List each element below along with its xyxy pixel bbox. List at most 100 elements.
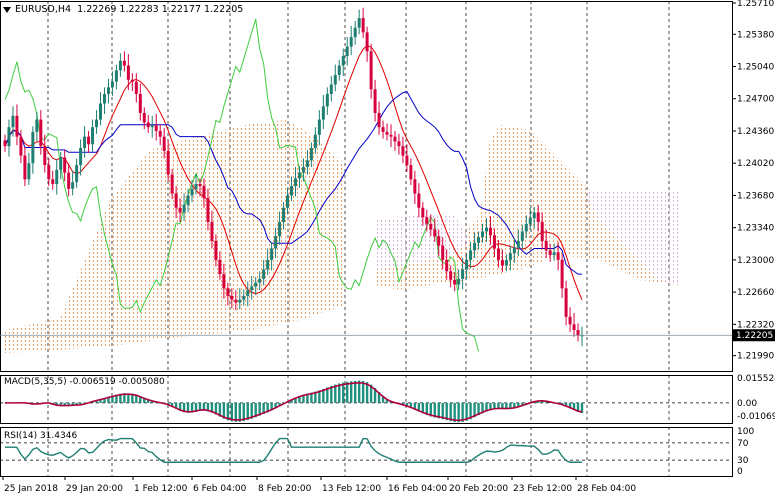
candle-body [349, 37, 353, 47]
time-tick-label: 29 Jan 20:00 [66, 484, 123, 494]
macd-bar [75, 402, 78, 406]
candle-body [142, 112, 146, 123]
last-price-box [733, 329, 775, 342]
candle-body [357, 18, 361, 28]
candle-body [210, 221, 214, 241]
candle-body [528, 218, 532, 224]
candle-body [461, 269, 465, 279]
candle-body [492, 235, 496, 249]
candle-body [345, 46, 349, 57]
price-tick-label: 1.22320 [737, 320, 774, 330]
candle-body [516, 240, 520, 248]
candle-body [194, 184, 198, 189]
cloud-purple-2 [585, 190, 680, 285]
macd-bar [198, 402, 202, 411]
candle-body [55, 169, 59, 185]
candle-body [540, 221, 544, 241]
candle-body [258, 278, 262, 283]
candle-body [114, 70, 118, 82]
candle-body [51, 179, 55, 185]
candle-body [35, 119, 39, 132]
macd-bar [342, 382, 345, 403]
candle-body [126, 65, 130, 80]
ichimoku-cloud [5, 120, 680, 353]
candle-body [250, 286, 254, 291]
macd-bar [405, 402, 409, 407]
candle-body [393, 136, 397, 142]
price-tick-label: 1.24360 [737, 127, 774, 137]
candle-body [190, 188, 194, 196]
price-tick-label: 1.25040 [737, 63, 774, 73]
candle-body [548, 250, 552, 256]
candle-body [282, 207, 286, 222]
chart-header: EURUSD,H4 1.22269 1.22283 1.22177 1.2220… [3, 4, 243, 15]
candle-body [381, 127, 385, 132]
time-tick-label: 25 Jan 2018 [4, 484, 58, 494]
candle-body [572, 324, 576, 331]
candle-body [437, 236, 441, 246]
candle-body [214, 240, 218, 260]
candle-body [469, 250, 473, 260]
candle-body [429, 223, 433, 230]
candle-body [544, 240, 548, 251]
macd-bar [361, 380, 365, 403]
macd-bar [350, 381, 353, 403]
macd-bar [564, 402, 568, 407]
macd-bar [314, 391, 317, 403]
collapse-triangle-icon[interactable] [3, 6, 11, 13]
price-tick-label: 1.24020 [737, 159, 774, 169]
candle-body [305, 160, 309, 167]
candle-body [122, 60, 126, 66]
candle-body [576, 330, 580, 336]
price-axis: 1.25710 1.25380 1.25040 1.24700 1.24360 1.240… [0, 0, 775, 362]
time-tick-label: 23 Feb 12:00 [513, 484, 572, 494]
candle-body [91, 127, 95, 145]
macd-bar [576, 402, 580, 412]
candle-body [449, 271, 453, 280]
macd-bar [322, 388, 325, 403]
candle-body [512, 247, 516, 254]
candle-body [154, 125, 158, 131]
rsi-label: RSI(14) 31.4346 [4, 431, 77, 441]
time-tick-label: 8 Feb 20:00 [258, 484, 312, 494]
candle-body [453, 279, 457, 285]
candle-body [110, 81, 114, 88]
time-tick-label: 20 Feb 20:00 [449, 484, 508, 494]
macd-bar [151, 400, 154, 403]
candle-body [405, 155, 409, 166]
rsi-axis: 100 70 300 [737, 427, 754, 477]
macd-bar [111, 395, 114, 403]
macd-bar [174, 402, 178, 409]
macd-bar [413, 402, 417, 410]
candle-body [425, 217, 429, 224]
macd-bar [218, 402, 222, 417]
candle-body [59, 157, 63, 170]
macd-bar [505, 402, 508, 410]
macd-bar [509, 402, 512, 409]
ohlc-values: 1.22269 1.22283 1.22177 1.22205 [77, 4, 244, 15]
macd-bar [417, 402, 421, 412]
candle-body [580, 335, 584, 337]
kijun-sen-line [4, 91, 582, 275]
candle-body [421, 207, 425, 218]
candle-body [536, 212, 540, 222]
macd-bar [242, 402, 245, 422]
macd-bar [278, 402, 281, 407]
candle-body [198, 184, 202, 186]
candle-body [532, 212, 536, 219]
last-price-label: 1.22205 [736, 331, 773, 341]
macd-bar [95, 400, 98, 403]
macd-bar [334, 384, 337, 403]
candle-body [401, 146, 405, 156]
macd-bar [290, 399, 293, 403]
candle-body [106, 87, 110, 94]
candle-body [218, 259, 222, 275]
macd-bar [266, 402, 269, 413]
candle-body [361, 18, 365, 33]
time-tick-label: 16 Feb 04:00 [388, 484, 447, 494]
candle-body [568, 316, 572, 325]
time-tick-label: 6 Feb 04:00 [193, 484, 247, 494]
candle-body [377, 112, 381, 128]
macd-bar [202, 402, 206, 411]
